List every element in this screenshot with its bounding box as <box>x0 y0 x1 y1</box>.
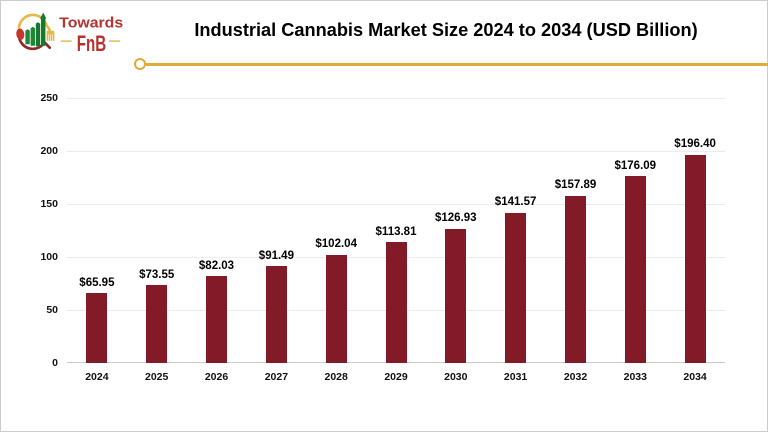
svg-text:FnB: FnB <box>77 31 106 56</box>
svg-text:Towards: Towards <box>59 16 123 32</box>
